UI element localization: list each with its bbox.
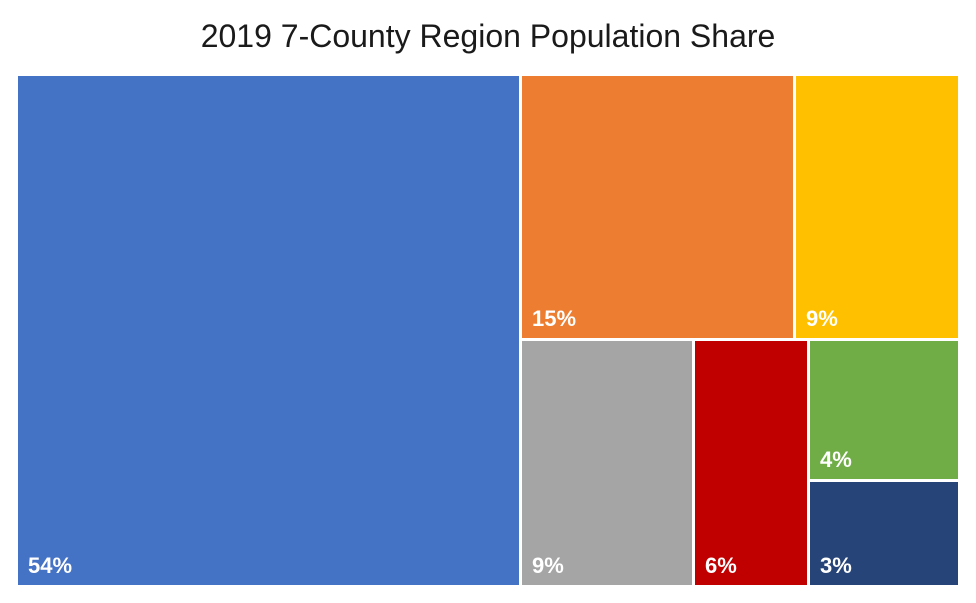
treemap-tile-label-5: 6% (705, 553, 737, 578)
treemap-tile-rect-2 (522, 76, 793, 338)
treemap-tile-label-4: 9% (532, 553, 564, 578)
treemap-tile-label-2: 15% (532, 306, 576, 331)
treemap-tile-4: 9% (522, 341, 692, 585)
treemap-tile-5: 6% (695, 341, 807, 585)
treemap-tile-label-3: 9% (806, 306, 838, 331)
treemap-tile-label-6: 4% (820, 447, 852, 472)
treemap-tile-2: 15% (522, 76, 793, 338)
chart-title: 2019 7-County Region Population Share (200, 18, 776, 54)
treemap-tile-7: 3% (810, 482, 958, 585)
treemap-tile-rect-1 (18, 76, 519, 585)
treemap-tile-rect-3 (796, 76, 958, 338)
treemap-tile-label-1: 54% (28, 553, 72, 578)
treemap-tile-rect-7 (810, 482, 958, 585)
treemap-tile-rect-4 (522, 341, 692, 585)
treemap-tile-rect-5 (695, 341, 807, 585)
treemap-tile-1: 54% (18, 76, 519, 585)
treemap-tile-label-7: 3% (820, 553, 852, 578)
treemap-tile-rect-6 (810, 341, 958, 479)
treemap-tile-6: 4% (810, 341, 958, 479)
treemap-tile-3: 9% (796, 76, 958, 338)
